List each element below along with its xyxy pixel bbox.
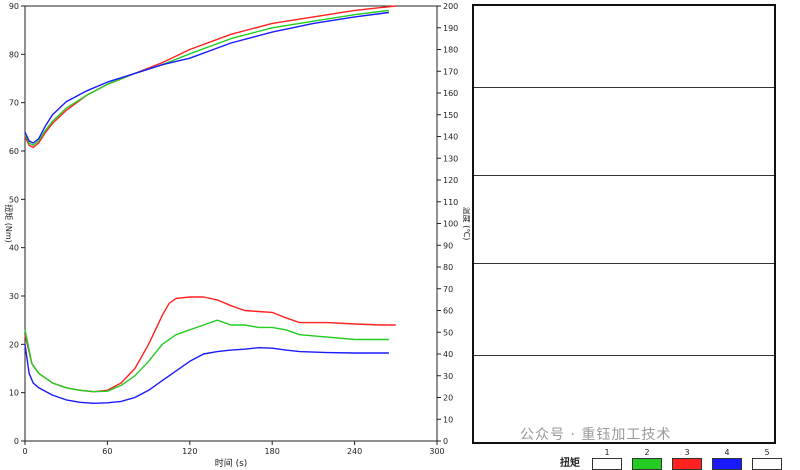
torque-series-line — [24, 296, 396, 393]
legend-swatch — [752, 458, 782, 470]
y-right-tick-label: 140 — [443, 133, 458, 142]
watermark-text: 公众号 · 重钰加工技术 — [520, 427, 672, 443]
y-left-tick-label: 50 — [9, 195, 19, 204]
y-left-tick-label: 0 — [14, 437, 19, 446]
y-right-tick-label: 30 — [443, 372, 453, 381]
y-right-tick-label: 20 — [443, 394, 453, 403]
y-right-tick-label: 0 — [443, 437, 448, 446]
temperature-series-line — [24, 11, 389, 144]
y-right-tick-label: 180 — [443, 46, 458, 55]
y-left-tick-label: 80 — [9, 50, 19, 59]
legend-number: 5 — [764, 448, 770, 457]
y-right-tick-label: 190 — [443, 24, 458, 33]
y-right-tick-label: 70 — [443, 285, 453, 294]
y-right-tick-label: 40 — [443, 350, 453, 359]
x-axis-label: 时间 (s) — [215, 457, 248, 469]
y-left-tick-label: 20 — [9, 340, 19, 349]
y-right-tick-label: 90 — [443, 241, 453, 250]
legend-swatch — [712, 458, 742, 470]
temperature-series-line — [24, 5, 396, 149]
legend-swatch — [672, 458, 702, 470]
y-right-tick-label: 110 — [443, 198, 458, 207]
y-right-tick-label: 150 — [443, 111, 458, 120]
y-left-tick-label: 10 — [9, 389, 19, 398]
plot-frame — [24, 5, 438, 442]
y-right-tick-label: 170 — [443, 67, 458, 76]
y-right-tick-label: 200 — [443, 2, 458, 11]
curve-card-1 — [474, 6, 774, 88]
y-left-axis-label: 扭矩 (Nm) — [4, 204, 14, 243]
y-right-tick-label: 50 — [443, 328, 453, 337]
torque-legend: 扭矩 1 2 3 4 5 — [560, 448, 800, 470]
torque-temperature-chart: 0 60 120 180 240 3000102030405060708090010203… — [4, 2, 470, 469]
y-left-tick-label: 70 — [9, 99, 19, 108]
legend-number: 2 — [644, 448, 650, 457]
legend-swatch — [632, 458, 662, 470]
y-right-tick-label: 100 — [443, 220, 458, 229]
legend-label: 扭矩 — [560, 458, 580, 469]
y-left-tick-label: 30 — [9, 292, 19, 301]
curve-card-3 — [474, 176, 774, 264]
y-left-tick-label: 40 — [9, 244, 19, 253]
torque-series-line — [24, 319, 389, 393]
x-tick-label: 60 — [102, 447, 112, 456]
y-right-tick-label: 80 — [443, 263, 453, 272]
temperature-series-line — [24, 9, 389, 146]
x-tick-label: 180 — [265, 447, 280, 456]
x-tick-label: 300 — [429, 447, 444, 456]
y-right-axis-label: 温度 (℃) — [462, 207, 470, 241]
torque-series-line — [24, 344, 389, 404]
y-right-tick-label: 60 — [443, 307, 453, 316]
curve-card-4 — [474, 264, 774, 356]
legend-number: 1 — [604, 448, 610, 457]
y-left-tick-label: 90 — [9, 2, 19, 11]
y-right-tick-label: 120 — [443, 176, 458, 185]
x-tick-label: 0 — [22, 447, 27, 456]
legend-swatch — [592, 458, 622, 470]
y-right-tick-label: 10 — [443, 415, 453, 424]
curve-info-panel — [472, 4, 776, 444]
y-right-tick-label: 160 — [443, 89, 458, 98]
x-tick-label: 120 — [182, 447, 197, 456]
curve-card-2 — [474, 88, 774, 176]
legend-number: 4 — [724, 448, 730, 457]
y-right-tick-label: 130 — [443, 154, 458, 163]
x-tick-label: 240 — [347, 447, 362, 456]
legend-number: 3 — [684, 448, 690, 457]
y-left-tick-label: 60 — [9, 147, 19, 156]
